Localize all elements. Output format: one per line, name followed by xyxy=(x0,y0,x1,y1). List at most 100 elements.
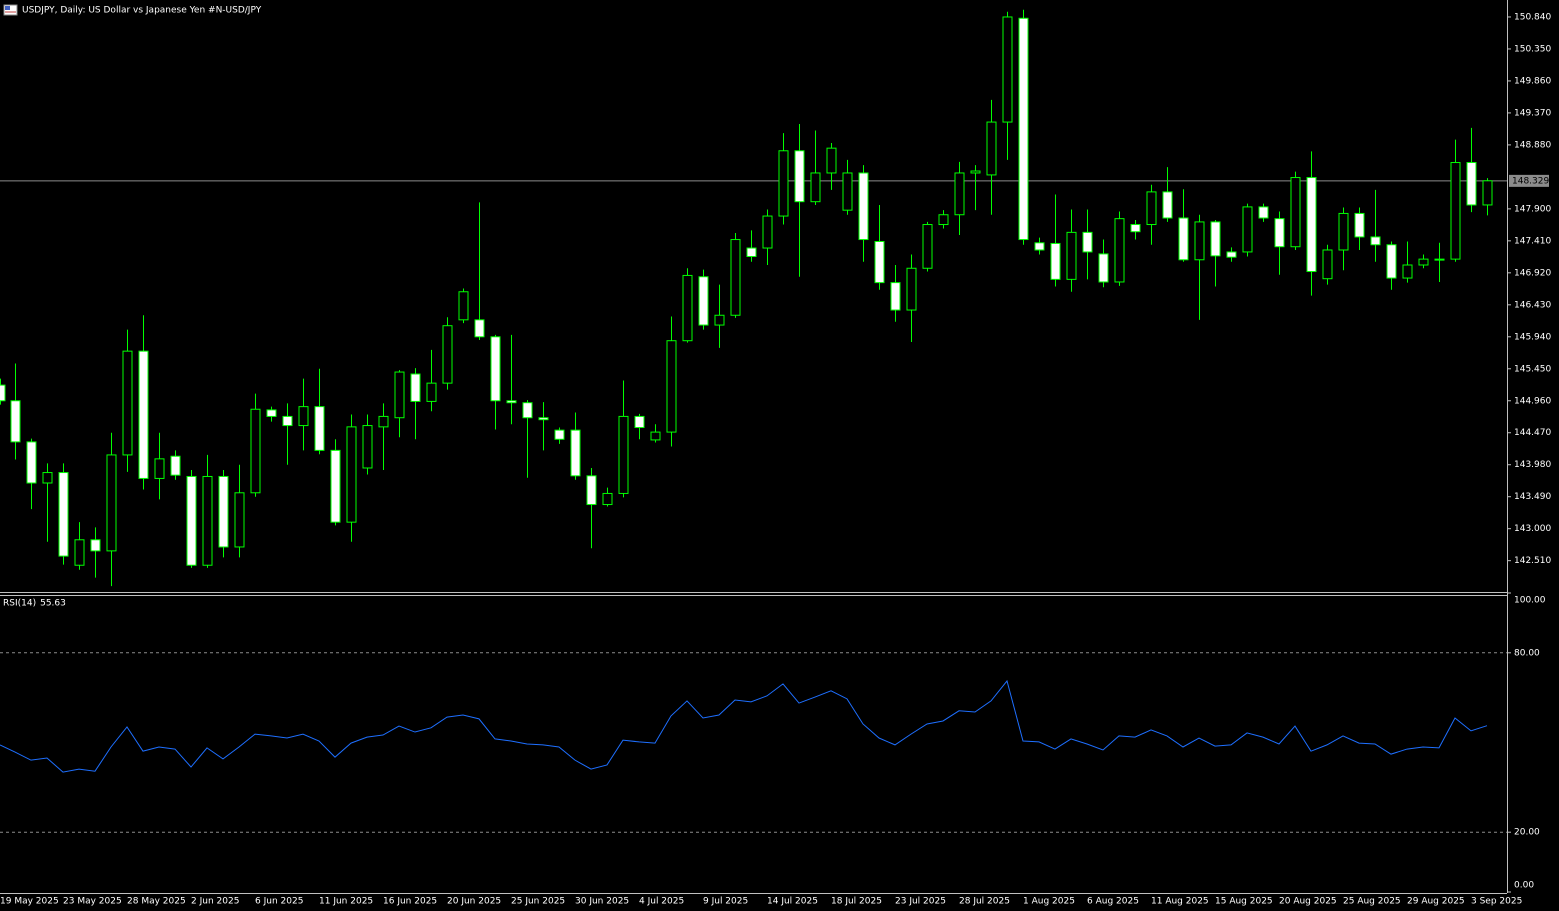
candle-body xyxy=(842,172,853,211)
candle-body xyxy=(1274,218,1285,248)
candle-body xyxy=(1434,258,1445,261)
candle-body xyxy=(986,121,997,176)
y-tick-label: 147.410 xyxy=(1514,236,1551,246)
y-tick-label: 80.00 xyxy=(1514,648,1540,658)
candle-body xyxy=(330,449,341,523)
candle-body xyxy=(698,276,709,326)
candle-body xyxy=(538,417,549,421)
candle-body xyxy=(266,409,277,417)
candle-body xyxy=(410,373,421,402)
y-tick-label: 143.000 xyxy=(1514,524,1551,534)
candle-body xyxy=(458,291,469,321)
x-tick-label: 30 Jun 2025 xyxy=(575,897,629,907)
rsi-line xyxy=(0,679,1488,773)
candle-body xyxy=(618,415,629,494)
candle-body xyxy=(586,475,597,506)
candle-body xyxy=(1258,206,1269,219)
candle-body xyxy=(906,267,917,311)
y-tick-label: 143.490 xyxy=(1514,492,1551,502)
x-tick-label: 25 Jun 2025 xyxy=(511,897,565,907)
y-tick-label: 145.940 xyxy=(1514,332,1551,342)
candle-body xyxy=(234,492,245,548)
y-tick-label: 100.00 xyxy=(1514,596,1546,606)
candle-body xyxy=(826,147,837,174)
candle-body xyxy=(74,539,85,566)
candle-body xyxy=(58,472,69,557)
candle-body xyxy=(1162,191,1173,219)
candle-body xyxy=(202,475,213,566)
y-tick-label: 148.880 xyxy=(1514,140,1551,150)
x-tick-label: 20 Aug 2025 xyxy=(1279,897,1337,907)
candle-body xyxy=(1226,251,1237,258)
candle-body xyxy=(522,402,533,419)
candle-body xyxy=(554,429,565,440)
candle-body xyxy=(250,408,261,494)
y-tick-label: 0.00 xyxy=(1514,881,1534,891)
candle-body xyxy=(298,406,309,427)
candle-body xyxy=(122,350,133,456)
y-tick-label: 142.510 xyxy=(1514,556,1551,566)
x-tick-label: 11 Jun 2025 xyxy=(319,897,373,907)
candle-body xyxy=(1370,236,1381,246)
candle-body xyxy=(90,539,101,552)
candle-body xyxy=(794,150,805,203)
candle-body xyxy=(1194,221,1205,261)
candle-body xyxy=(314,406,325,451)
y-tick-label: 144.960 xyxy=(1514,396,1551,406)
candle-body xyxy=(1322,249,1333,280)
candle-body xyxy=(650,431,661,441)
candle-body xyxy=(570,429,581,477)
candle-body xyxy=(1242,206,1253,253)
candle-body xyxy=(1418,258,1429,266)
x-tick-label: 3 Sep 2025 xyxy=(1471,897,1522,907)
chart-title: USDJPY, Daily: US Dollar vs Japanese Yen… xyxy=(22,6,262,16)
x-tick-label: 23 May 2025 xyxy=(63,897,122,907)
candle-body xyxy=(282,415,293,427)
symbol-icon xyxy=(3,4,18,16)
candle-body xyxy=(602,492,613,506)
candle-body xyxy=(490,336,501,402)
candle-body xyxy=(474,319,485,338)
x-tick-label: 18 Jul 2025 xyxy=(831,897,882,907)
candle-body xyxy=(1482,180,1493,206)
candle-body xyxy=(730,239,741,316)
candle-body xyxy=(682,274,693,342)
candle-body xyxy=(42,472,53,484)
candle-body xyxy=(666,340,677,433)
candle-body xyxy=(1306,177,1317,273)
candle-body xyxy=(10,400,21,443)
candle-body xyxy=(1034,242,1045,251)
candle-body xyxy=(1098,253,1109,283)
candle-body xyxy=(426,382,437,402)
current-price-label: 148.329 xyxy=(1512,176,1549,186)
x-tick-label: 11 Aug 2025 xyxy=(1151,897,1209,907)
candle-body xyxy=(1066,231,1077,280)
x-tick-label: 28 May 2025 xyxy=(127,897,186,907)
candle-body xyxy=(1178,217,1189,261)
candle-body xyxy=(106,454,117,552)
candle-body xyxy=(1402,264,1413,279)
candle-body xyxy=(1002,16,1013,123)
candle-body xyxy=(778,150,789,217)
current-price-box xyxy=(1509,174,1549,187)
candle-body xyxy=(1338,212,1349,251)
x-tick-label: 15 Aug 2025 xyxy=(1215,897,1273,907)
x-tick-label: 6 Jun 2025 xyxy=(255,897,303,907)
x-tick-label: 4 Jul 2025 xyxy=(639,897,684,907)
candle-body xyxy=(1386,244,1397,279)
candle-body xyxy=(1210,221,1221,257)
candle-body xyxy=(186,475,197,566)
candle-body xyxy=(922,224,933,269)
x-tick-label: 28 Jul 2025 xyxy=(959,897,1010,907)
candle-body xyxy=(1018,17,1029,241)
x-tick-label: 9 Jul 2025 xyxy=(703,897,748,907)
candle-body xyxy=(1130,224,1141,233)
x-tick-label: 2 Jun 2025 xyxy=(191,897,239,907)
candle-body xyxy=(1082,231,1093,253)
candle-body xyxy=(346,426,357,523)
candle-body xyxy=(1466,162,1477,206)
candle-body xyxy=(138,350,149,479)
x-tick-label: 20 Jun 2025 xyxy=(447,897,501,907)
